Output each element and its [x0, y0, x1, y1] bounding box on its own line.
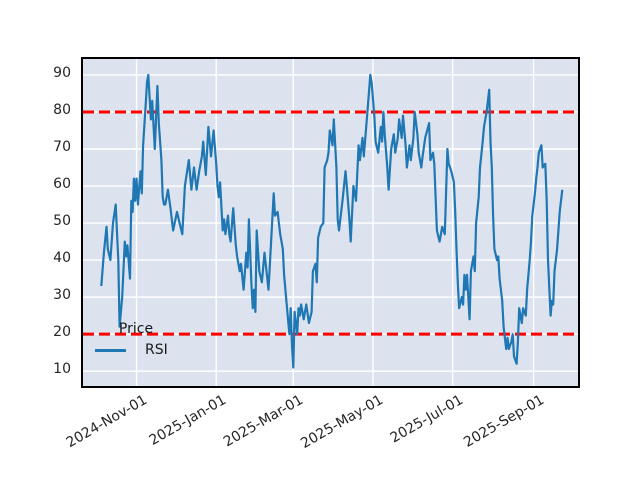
rsi-line-sample-icon [95, 348, 126, 352]
y-tick-label-10: 10 [53, 361, 71, 378]
plot-canvas [83, 59, 578, 386]
x-tick-label-2025-Jan-01: 2025-Jan-01 [146, 392, 230, 449]
y-tick-label-30: 30 [53, 287, 71, 304]
x-tick-label-2025-Jul-01: 2025-Jul-01 [387, 392, 466, 447]
legend-entry-rsi: RSI [93, 342, 179, 358]
legend: Price RSI [93, 321, 179, 358]
legend-label-rsi: RSI [145, 342, 168, 358]
legend-title: Price [118, 321, 154, 337]
rsi-line [100, 73, 564, 369]
y-tick-label-40: 40 [53, 250, 71, 267]
y-tick-label-50: 50 [53, 213, 71, 230]
y-tick-label-80: 80 [53, 101, 71, 118]
x-tick-label-2024-Nov-01: 2024-Nov-01 [63, 392, 150, 452]
y-tick-label-70: 70 [53, 138, 71, 155]
y-tick-label-90: 90 [53, 64, 71, 81]
plot-area: Price RSI [81, 57, 580, 388]
y-tick-label-60: 60 [53, 176, 71, 193]
x-tick-label-2025-May-01: 2025-May-01 [298, 392, 386, 452]
x-tick-label-2025-Mar-01: 2025-Mar-01 [221, 392, 307, 451]
x-tick-label-2025-Sep-01: 2025-Sep-01 [460, 392, 547, 451]
y-tick-label-20: 20 [53, 324, 71, 341]
